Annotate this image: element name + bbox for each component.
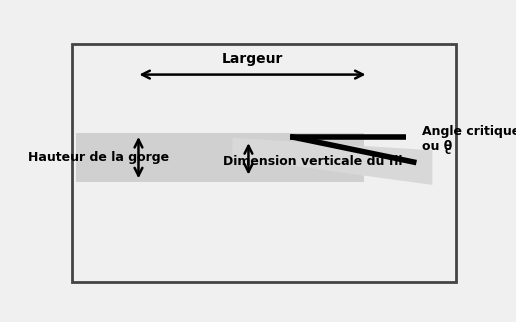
Text: Hauteur de la gorge: Hauteur de la gorge — [28, 151, 169, 164]
Text: ou θ: ou θ — [423, 140, 453, 153]
Text: Largeur: Largeur — [222, 52, 283, 66]
Text: c: c — [444, 146, 450, 156]
Text: Dimension verticale du fil: Dimension verticale du fil — [223, 155, 402, 168]
Text: Angle critique: Angle critique — [423, 125, 516, 138]
Polygon shape — [76, 133, 364, 183]
Polygon shape — [232, 138, 432, 185]
